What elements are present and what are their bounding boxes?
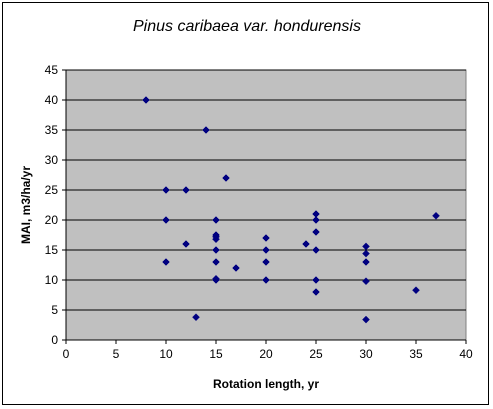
gridlines [66, 69, 466, 311]
x-tick-label: 25 [309, 347, 323, 361]
data-point [142, 96, 150, 104]
x-tick-label: 5 [113, 347, 120, 361]
y-tick-label: 20 [45, 213, 59, 227]
axes [62, 69, 467, 344]
data-point [212, 276, 220, 284]
y-tick-label: 45 [45, 63, 59, 77]
data-point [262, 246, 270, 254]
scatter-chart: Pinus caribaea var. hondurensis 0 5 10 15 20… [19, 18, 473, 391]
chart-frame: Pinus caribaea var. hondurensis 0 5 10 15 20… [2, 2, 489, 405]
data-point [182, 240, 190, 248]
x-tick-labels: 0 5 10 15 20 25 30 35 40 [63, 347, 473, 361]
y-tick-label: 35 [45, 123, 59, 137]
y-tick-label: 0 [51, 333, 58, 347]
data-point [212, 258, 220, 266]
plot-area [65, 69, 467, 341]
x-tick-label: 40 [459, 347, 473, 361]
data-point [312, 246, 320, 254]
data-point [162, 186, 170, 194]
data-point [232, 264, 240, 272]
data-point [312, 216, 320, 224]
data-point [162, 216, 170, 224]
y-axis-title: MAI, m3/ha/yr [19, 166, 33, 244]
chart-title: Pinus caribaea var. hondurensis [133, 18, 361, 35]
data-point [262, 276, 270, 284]
data-point [432, 211, 440, 220]
data-points [142, 96, 440, 324]
y-tick-label: 40 [45, 93, 59, 107]
data-point [362, 277, 370, 286]
y-tick-label: 10 [45, 273, 59, 287]
data-point [192, 313, 200, 322]
data-point [362, 315, 370, 324]
x-tick-label: 10 [159, 347, 173, 361]
x-tick-label: 20 [259, 347, 273, 361]
data-point [312, 228, 320, 236]
data-point [362, 258, 370, 266]
data-point [202, 126, 210, 134]
y-tick-labels: 0 5 10 15 20 25 30 35 40 45 [45, 63, 59, 347]
x-axis-title: Rotation length, yr [213, 377, 319, 391]
y-tick-label: 25 [45, 183, 59, 197]
y-tick-label: 5 [51, 303, 58, 317]
x-tick-label: 35 [409, 347, 423, 361]
x-tick-label: 0 [63, 347, 70, 361]
data-point [412, 286, 420, 295]
x-tick-label: 30 [359, 347, 373, 361]
x-tick-label: 15 [209, 347, 223, 361]
y-tick-label: 30 [45, 153, 59, 167]
data-point [362, 249, 370, 258]
data-point [262, 234, 270, 242]
y-tick-label: 15 [45, 243, 59, 257]
data-point [212, 246, 220, 254]
data-point [262, 258, 270, 266]
data-point [182, 186, 190, 194]
data-point [222, 174, 230, 182]
data-point [312, 288, 320, 296]
data-point [302, 240, 310, 248]
data-point [312, 276, 320, 284]
data-point [162, 258, 170, 266]
data-point [212, 235, 220, 244]
data-point [212, 216, 220, 224]
